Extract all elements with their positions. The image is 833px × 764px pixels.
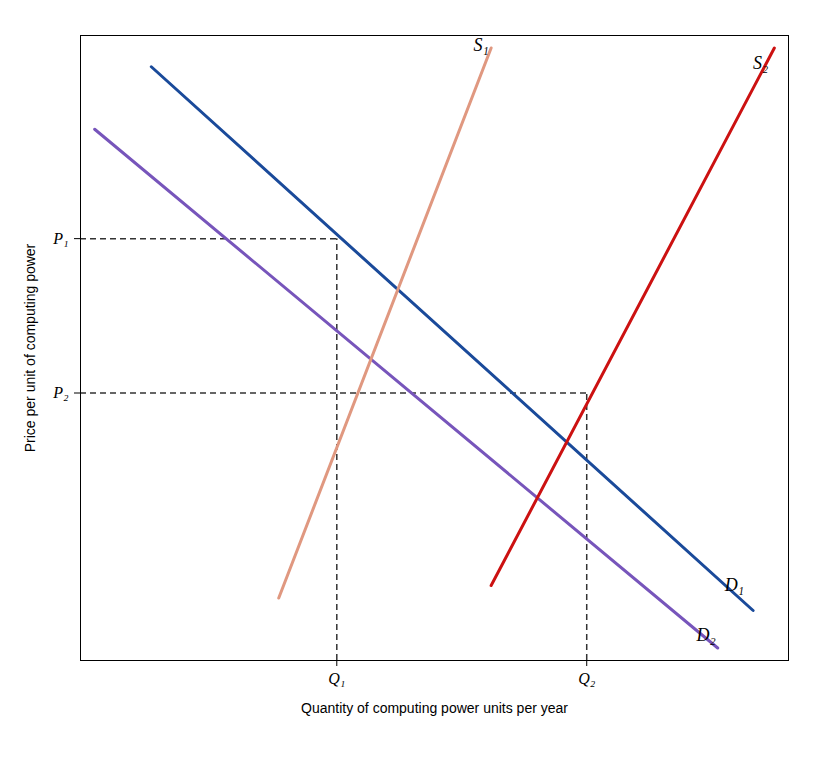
svg-text:Quantity of computing power un: Quantity of computing power units per ye… xyxy=(301,700,568,716)
svg-text:Price per unit of computing po: Price per unit of computing power xyxy=(22,243,38,452)
svg-text:Q₂: Q₂ xyxy=(578,670,596,687)
svg-text:S₁: S₁ xyxy=(473,35,488,55)
svg-text:D₂: D₂ xyxy=(695,625,715,645)
svg-text:Q₁: Q₁ xyxy=(328,670,345,687)
svg-text:D₁: D₁ xyxy=(724,575,744,595)
svg-text:P₁: P₁ xyxy=(52,230,68,247)
svg-text:P₂: P₂ xyxy=(52,384,69,401)
svg-text:S₂: S₂ xyxy=(753,53,768,73)
